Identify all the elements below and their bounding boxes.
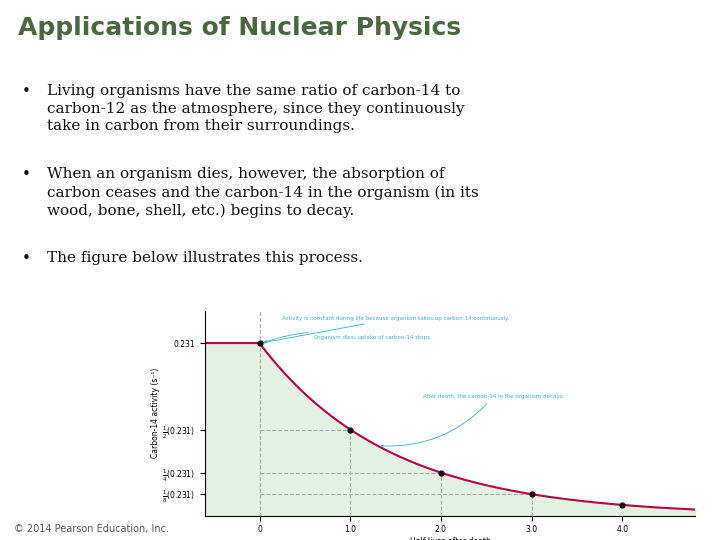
Text: When an organism dies, however, the absorption of
carbon ceases and the carbon-1: When an organism dies, however, the abso… bbox=[47, 167, 479, 218]
Point bbox=[435, 468, 446, 477]
Text: The figure below illustrates this process.: The figure below illustrates this proces… bbox=[47, 251, 363, 265]
X-axis label: Half-lives after death
(T₁/₂ = 5730 y): Half-lives after death (T₁/₂ = 5730 y) bbox=[410, 537, 490, 540]
Text: © 2014 Pearson Education, Inc.: © 2014 Pearson Education, Inc. bbox=[14, 523, 169, 534]
Text: •: • bbox=[22, 167, 30, 183]
Text: Living organisms have the same ratio of carbon-14 to
carbon-12 as the atmosphere: Living organisms have the same ratio of … bbox=[47, 84, 464, 133]
Text: After death, the carbon-14 in the organism decays.: After death, the carbon-14 in the organi… bbox=[381, 394, 564, 447]
Point bbox=[526, 490, 537, 498]
Text: Activity is constant during life because organism takes up carbon-14 continuousl: Activity is constant during life because… bbox=[264, 316, 509, 343]
Point bbox=[344, 425, 356, 434]
Point bbox=[254, 339, 266, 348]
Text: Organism dies; uptake of carbon-14 stops.: Organism dies; uptake of carbon-14 stops… bbox=[265, 333, 431, 342]
Text: •: • bbox=[22, 84, 30, 99]
Y-axis label: Carbon-14 activity (s⁻¹): Carbon-14 activity (s⁻¹) bbox=[150, 368, 160, 458]
Text: Applications of Nuclear Physics: Applications of Nuclear Physics bbox=[18, 16, 461, 40]
Point bbox=[616, 501, 628, 509]
Text: •: • bbox=[22, 251, 30, 266]
